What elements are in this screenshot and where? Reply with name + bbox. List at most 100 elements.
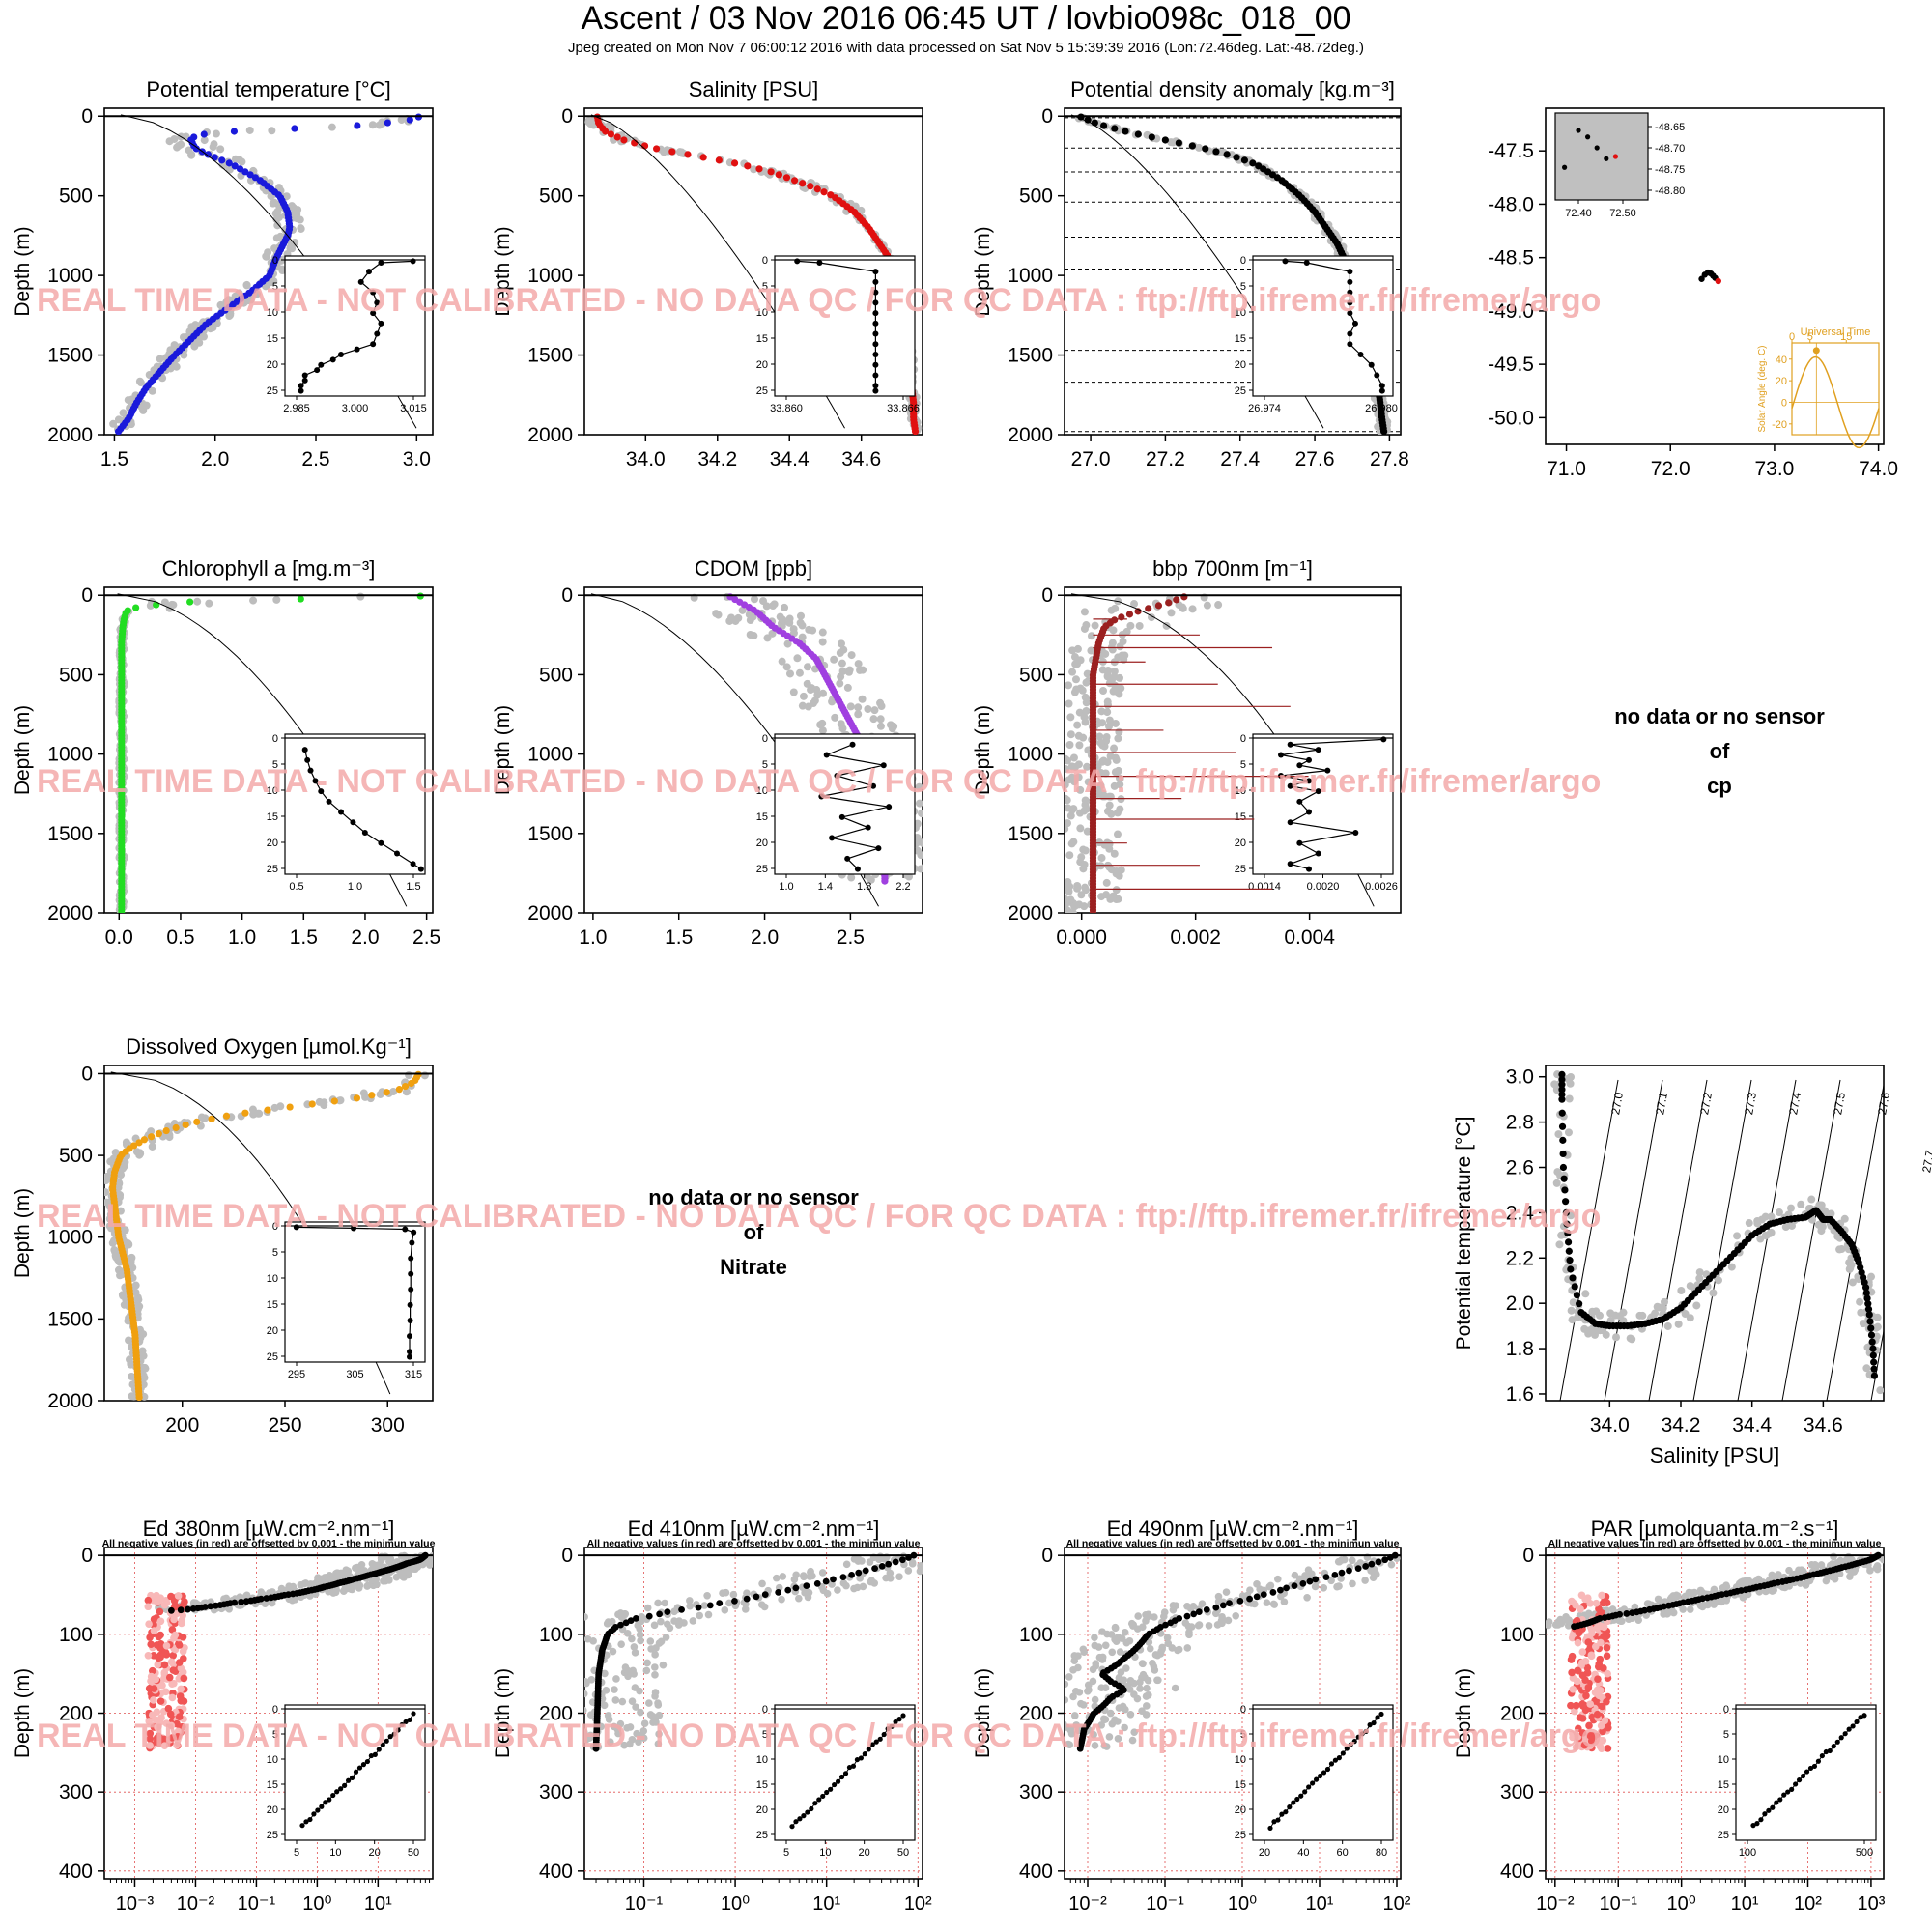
history-point-cdom [858,695,867,703]
history-point-bbp [1078,686,1087,695]
inset-ytick-label-sal: 0 [762,255,768,267]
history-point-cdom [913,846,922,855]
ytick-label-oxy: 500 [59,1145,93,1167]
data-point-ed410 [617,1621,624,1629]
data-point-temp [200,130,208,138]
panel-ed410: Ed 410nm [µW.cm⁻².nm⁻¹]All negative valu… [492,1517,932,1915]
history-point-cdom [838,659,846,668]
inset-point-sal [872,387,879,394]
history-point-bbp [1116,642,1124,651]
inset-xtick-label-ed380: 10 [329,1847,341,1859]
history-point-ed410 [806,1573,814,1580]
history-point-bbp [1087,632,1095,640]
history-point-ed380 [373,1580,381,1589]
history-point-bbp [1167,609,1176,617]
history-point-bbp [1102,878,1111,887]
history-point-cdom [854,710,863,719]
data-point-dens [1223,151,1231,158]
history-point-ed380 [457,1556,465,1564]
history-point-ed410 [564,1659,572,1666]
history-point-ed410 [700,1602,709,1609]
history-point-bbp [1113,830,1122,838]
ts-history-point [1602,1330,1610,1339]
history-point-ed490 [1039,1737,1047,1745]
history-point-bbp [1065,699,1073,708]
history-point-ed380 [440,1557,447,1565]
data-point-dens [1099,122,1108,129]
inset-xtick-label-dens: 26.980 [1365,403,1398,414]
inset-map-frame [1554,112,1649,201]
history-point-ed380 [297,1581,305,1589]
history-point-temp [273,221,282,230]
history-point-bbp [1114,766,1122,775]
history-point-ed410 [696,1611,704,1620]
history-point-ed410 [856,1575,864,1582]
xtick-label-ed490: 10⁰ [1228,1893,1257,1915]
ts-history-point [1859,1320,1867,1328]
history-point-ed410 [628,1697,637,1705]
ts-history-point [1626,1334,1634,1343]
ytick-label-sal: 2000 [527,424,573,446]
history-point-ed410 [561,1676,569,1684]
history-point-ed410 [562,1670,570,1678]
negative-point-ed380 [175,1713,184,1720]
ts-point [1866,1318,1874,1325]
history-point-ed410 [725,1599,733,1607]
data-point-oxy [135,1394,143,1401]
ytick-label-cdom: 2000 [527,902,573,924]
history-point-ed490 [1429,1557,1436,1565]
history-point-cdom [810,699,818,708]
history-point-ed410 [842,1581,850,1590]
negative-point-ed380 [150,1627,158,1634]
data-point-chl [118,909,126,913]
sun-position [1812,347,1820,355]
ytick-label-ts: 2.8 [1506,1112,1534,1134]
history-point-ed490 [1121,1723,1128,1732]
inset-line-oxy [296,1226,414,1357]
ts-history-point [1867,1272,1876,1281]
history-point-chl [249,596,258,605]
history-point-bbp [1109,626,1118,635]
ytick-label-ed490: 300 [1019,1781,1053,1804]
ts-point [1567,1265,1575,1273]
history-point-ed410 [801,1589,809,1597]
negative-point-ed380 [169,1666,178,1674]
history-point-bbp [1079,865,1088,873]
data-point-sal [813,185,821,193]
history-point-cdom [789,629,798,638]
ts-history-point [1638,1311,1647,1320]
history-point-temp [148,386,156,395]
history-point-temp [114,415,123,424]
data-point-ed410 [592,1745,600,1752]
inset-ytick-label-oxy: 10 [267,1273,278,1285]
ts-point [1862,1289,1870,1296]
data-point-dens [1122,128,1129,135]
history-point-bbp [1077,891,1086,899]
panel-title-dens: Potential density anomaly [kg.m⁻³] [1070,77,1395,101]
history-point-cdom [890,722,898,730]
history-point-cdom [916,865,923,873]
xtick-label-temp: 2.5 [301,448,329,470]
history-point-temp [156,355,164,363]
panel-frame-dens [1064,107,1402,436]
xtick-label-chl: 1.0 [228,926,256,949]
ts-history-point [1653,1302,1662,1311]
history-point-ed490 [1065,1673,1073,1681]
negative-point-ed380 [175,1659,184,1666]
history-point-ed410 [573,1638,581,1646]
inset-ytick-label-dens: 20 [1235,359,1246,371]
panel-oxy: Dissolved Oxygen [µmol.Kg⁻¹]050010001500… [12,1035,434,1436]
history-point-ed410 [666,1624,674,1633]
ytick-label-map: -48.0 [1488,193,1534,215]
xtick-label-map: 74.0 [1859,458,1898,480]
data-point-sal [820,188,828,196]
history-point-ed490 [1270,1601,1279,1608]
sun-inset-frame [1791,342,1880,436]
ts-point [1864,1305,1873,1313]
history-point-ed380 [440,1552,448,1560]
negative-point-ed380 [146,1735,155,1743]
ts-point [1561,1186,1569,1194]
ts-history-point [1565,1094,1574,1103]
xtick-label-cdom: 1.0 [579,926,607,949]
